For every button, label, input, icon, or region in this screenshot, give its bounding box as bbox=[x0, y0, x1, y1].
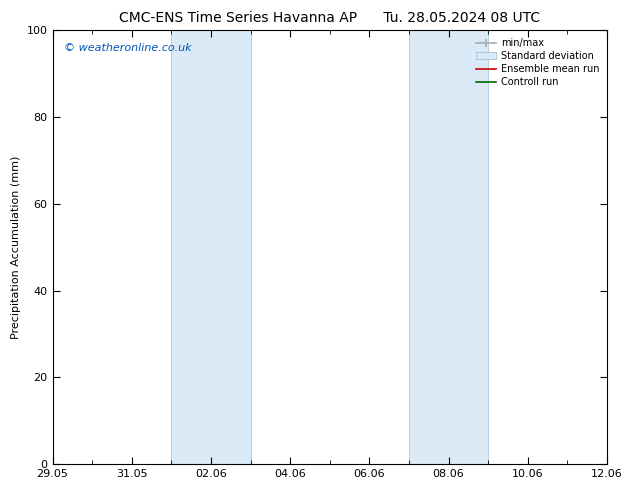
Bar bbox=[409, 30, 488, 464]
Title: CMC-ENS Time Series Havanna AP      Tu. 28.05.2024 08 UTC: CMC-ENS Time Series Havanna AP Tu. 28.05… bbox=[119, 11, 540, 25]
Bar bbox=[171, 30, 250, 464]
Y-axis label: Precipitation Accumulation (mm): Precipitation Accumulation (mm) bbox=[11, 155, 21, 339]
Legend: min/max, Standard deviation, Ensemble mean run, Controll run: min/max, Standard deviation, Ensemble me… bbox=[474, 35, 602, 90]
Text: © weatheronline.co.uk: © weatheronline.co.uk bbox=[63, 44, 191, 53]
